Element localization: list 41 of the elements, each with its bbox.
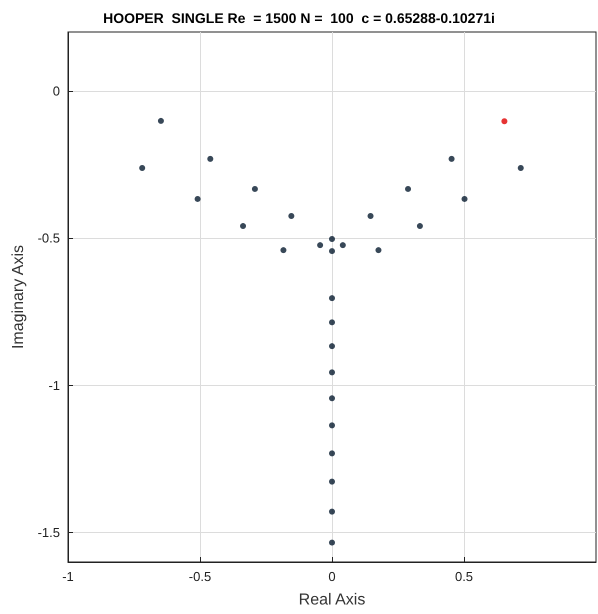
point — [416, 223, 423, 230]
point — [329, 236, 335, 242]
y-tick-label: -1.5 — [38, 525, 60, 540]
point — [405, 186, 412, 192]
chart-title: HOOPER SINGLE Re = 1500 N = 100 c = 0.65288-0.10271i — [103, 10, 495, 26]
y-axis-title: Imaginary Axis — [10, 244, 28, 350]
point — [518, 165, 524, 172]
point — [158, 118, 164, 124]
point — [207, 156, 214, 162]
point — [329, 450, 335, 456]
point — [139, 165, 146, 172]
point — [501, 118, 508, 124]
point — [329, 422, 335, 428]
point — [329, 295, 335, 302]
x-tick-label: -1 — [62, 569, 74, 584]
point — [194, 196, 201, 202]
point — [252, 186, 258, 192]
point — [329, 343, 335, 350]
point — [329, 540, 335, 546]
y-tick-label: 0 — [52, 83, 60, 98]
x-tick-label: 0.5 — [454, 569, 474, 584]
x-axis-title: Real Axis — [298, 592, 366, 608]
point — [288, 213, 294, 220]
y-tick-label: -0.5 — [38, 230, 60, 246]
point — [329, 319, 335, 326]
point — [340, 242, 346, 248]
point — [329, 369, 335, 376]
point — [329, 395, 335, 402]
point — [329, 478, 335, 485]
x-tick-label: 0 — [328, 569, 336, 584]
point — [240, 223, 246, 230]
point — [462, 196, 468, 202]
point — [329, 248, 335, 254]
y-tick-label: -1 — [48, 378, 60, 393]
point — [280, 247, 286, 254]
point — [448, 156, 455, 162]
point — [317, 242, 324, 248]
x-tick-label: -0.5 — [188, 569, 212, 584]
point — [375, 247, 382, 254]
point — [368, 213, 374, 220]
point — [329, 508, 335, 515]
